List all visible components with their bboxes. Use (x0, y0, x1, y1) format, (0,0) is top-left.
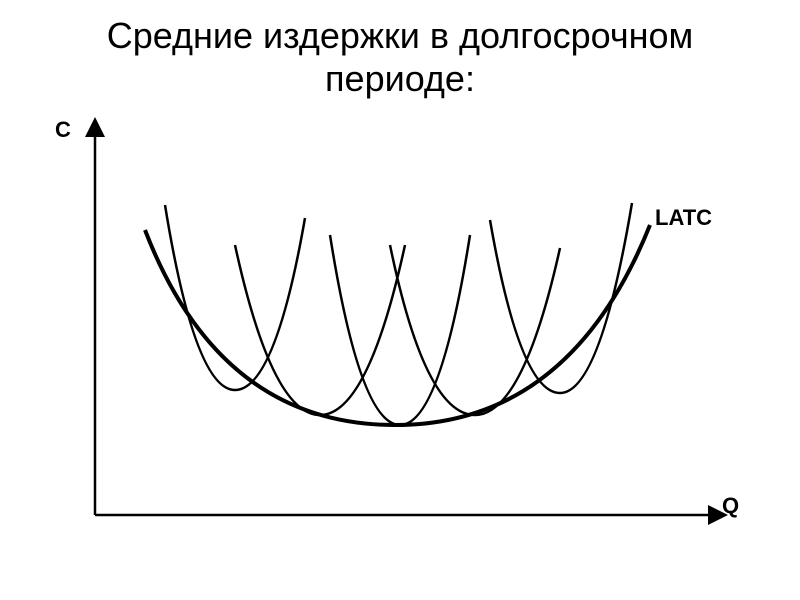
y-axis-label: C (55, 117, 71, 143)
title-line-2: периоде: (325, 58, 475, 99)
x-axis-label: Q (722, 493, 739, 519)
chart-area: C Q LATC (40, 115, 760, 565)
latc-envelope-curve (145, 225, 650, 425)
envelope-curve-label: LATC (655, 205, 712, 231)
chart-svg (40, 115, 760, 565)
sratc-curve-4 (390, 245, 560, 415)
sratc-curve-1 (165, 205, 305, 390)
chart-title: Средние издержки в долгосрочном периоде: (0, 0, 800, 100)
title-line-1: Средние издержки в долгосрочном (107, 15, 693, 56)
